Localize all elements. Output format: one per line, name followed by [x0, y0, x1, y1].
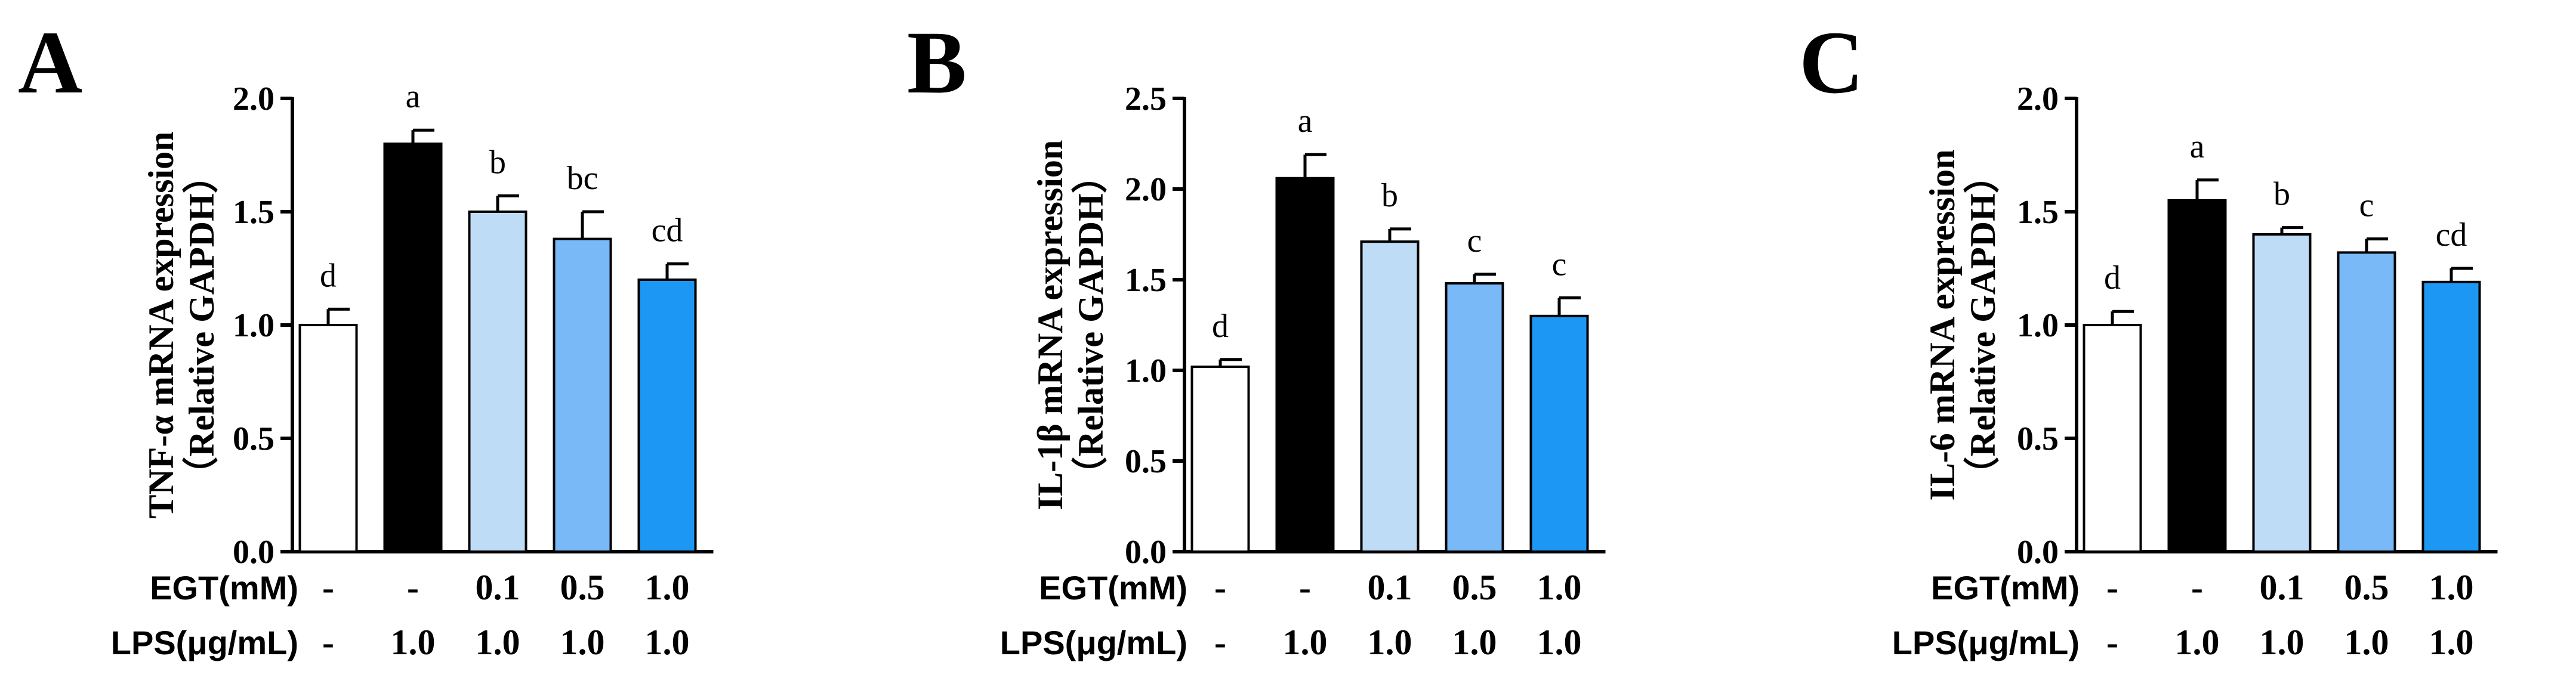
panel-c-row-value: - [2106, 568, 2118, 607]
panel-b-row-value: 0.5 [1452, 568, 1497, 607]
panel-c-bar [2337, 251, 2396, 553]
panel-a-row-value: 1.0 [645, 623, 690, 662]
panel-c-ytick-label: 1.5 [2017, 194, 2059, 231]
panel-a-significance-letter: a [406, 78, 421, 115]
panel-b-significance-letter: c [1552, 246, 1567, 283]
panel-b-row-value: 1.0 [1537, 623, 1582, 662]
panel-a-ytick-label: 2.0 [233, 81, 274, 117]
panel-a-bar [553, 237, 612, 553]
panel-b-ytick-label: 1.5 [1125, 262, 1167, 299]
panel-b-ytick-label: 0.0 [1125, 534, 1167, 571]
panel-b-bar [1529, 314, 1589, 553]
panel-a-row-value: 0.5 [560, 568, 605, 607]
panel-c-bar [2252, 233, 2312, 553]
panel-a-bar [637, 279, 697, 553]
panel-a-ylabel-line2: （Relative GAPDH） [181, 157, 221, 493]
panel-a-row-label: LPS(μg/mL) [111, 624, 298, 661]
panel-b-bar [1445, 282, 1504, 553]
panel-c-row-value: 1.0 [2344, 623, 2389, 662]
panel-a-letter: A [18, 13, 82, 112]
panel-c-row-value: 1.0 [2429, 623, 2474, 662]
panel-b-ylabel-line2: （Relative GAPDH） [1070, 157, 1110, 493]
panel-a-significance-letter: d [320, 257, 337, 294]
panel-c-row-value: - [2106, 623, 2118, 662]
panel-a-row-value: 0.1 [476, 568, 520, 607]
panel-b-row-value: - [1299, 568, 1311, 607]
panel-a-ylabel-line1: TNF-α mRNA expression [141, 131, 181, 518]
panel-a-ytick-label: 1.5 [233, 194, 274, 231]
panel-b-row-value: 1.0 [1537, 568, 1582, 607]
panel-c-bar [2421, 280, 2481, 553]
panel-c-bar [2167, 199, 2227, 553]
panel-b-row-value: 1.0 [1452, 623, 1497, 662]
panel-b-row-value: 1.0 [1368, 623, 1412, 662]
panel-a-bar [468, 211, 527, 553]
panel-b-bar [1190, 365, 1250, 553]
panel-a-row-value: 1.0 [391, 623, 436, 662]
panel-b-ytick-label: 2.0 [1125, 171, 1167, 208]
panel-b-letter: B [907, 13, 967, 112]
panel-c-row-value: 1.0 [2175, 623, 2220, 662]
panel-b-row-value: 0.1 [1368, 568, 1412, 607]
panel-c-row-value: 1.0 [2260, 623, 2304, 662]
panel-a-ytick-label: 0.0 [233, 534, 274, 571]
panel-b-significance-letter: c [1467, 222, 1482, 259]
panel-b-ylabel-line1: IL-1β mRNA expression [1031, 140, 1070, 511]
panel-b-row-label: LPS(μg/mL) [1000, 624, 1187, 661]
panel-b-row-value: - [1214, 568, 1226, 607]
panel-b-significance-letter: a [1298, 103, 1313, 140]
panel-a-ytick-label: 0.5 [233, 420, 274, 457]
panel-b-ytick-label: 1.0 [1125, 352, 1167, 389]
panel-c-ylabel-line2: （Relative GAPDH） [1963, 157, 2003, 493]
panel-c-ytick-label: 0.5 [2017, 420, 2059, 457]
panel-a-row-label: EGT(mM) [150, 569, 298, 607]
panel-c-row-value: 1.0 [2429, 568, 2474, 607]
panel-c-significance-letter: a [2190, 128, 2205, 165]
panel-c-ytick-label: 2.0 [2017, 81, 2059, 117]
panel-a-row-value: - [322, 568, 334, 607]
panel-a-row-value: 1.0 [476, 623, 520, 662]
panel-b-significance-letter: b [1381, 177, 1398, 214]
panel-a-bar [383, 143, 443, 553]
panel-b-ytick-label: 0.5 [1125, 443, 1167, 480]
panel-b-ytick-label: 2.5 [1125, 81, 1167, 117]
panel-b-significance-letter: d [1212, 308, 1229, 345]
panel-c-significance-letter: d [2104, 259, 2121, 296]
panel-a-ytick-label: 1.0 [233, 307, 274, 344]
panel-c-row-label: LPS(μg/mL) [1892, 624, 2080, 661]
panel-c-row-value: 0.5 [2344, 568, 2389, 607]
panel-c-ytick-label: 1.0 [2017, 307, 2059, 344]
panel-c-ylabel-line1: IL-6 mRNA expression [1923, 150, 1962, 501]
panel-c-row-value: - [2191, 568, 2203, 607]
panel-a-significance-letter: bc [567, 160, 599, 197]
panel-c-significance-letter: cd [2436, 216, 2467, 253]
panel-b-row-value: - [1214, 623, 1226, 662]
panel-c-row-label: EGT(mM) [1931, 569, 2080, 607]
panel-a-row-value: - [322, 623, 334, 662]
panel-c-row-value: 0.1 [2260, 568, 2304, 607]
panel-a-significance-letter: b [489, 144, 506, 181]
panel-c-ytick-label: 0.0 [2017, 534, 2059, 571]
panel-a-bar [298, 324, 358, 553]
panel-a-row-value: - [407, 568, 419, 607]
panel-b-row-label: EGT(mM) [1039, 569, 1187, 607]
panel-a-row-value: 1.0 [560, 623, 605, 662]
panel-b-bar [1275, 177, 1335, 553]
panel-c-bar [2083, 324, 2142, 553]
panel-b-bar [1360, 240, 1420, 553]
panel-b-row-value: 1.0 [1283, 623, 1328, 662]
panel-c-significance-letter: c [2359, 187, 2374, 224]
panel-a-significance-letter: cd [652, 212, 683, 249]
panel-c-letter: C [1799, 13, 1864, 112]
panel-a-row-value: 1.0 [645, 568, 690, 607]
panel-c-significance-letter: b [2273, 176, 2290, 213]
